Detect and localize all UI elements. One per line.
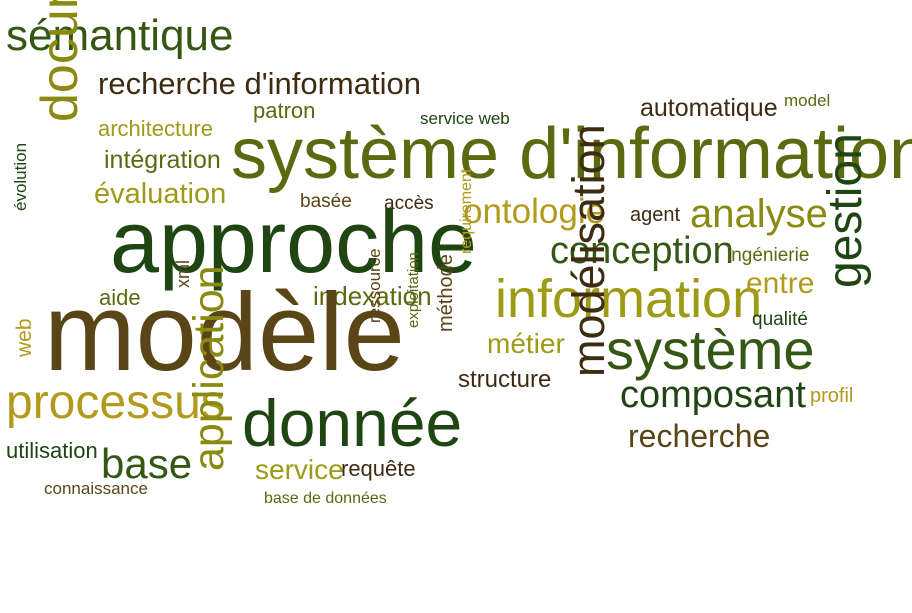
- word-information: information: [495, 269, 763, 329]
- word-composant: composant: [620, 374, 806, 416]
- word-application: application: [185, 265, 233, 471]
- word-base: base: [101, 440, 193, 487]
- word-conception: conception: [550, 230, 734, 272]
- word-aide: aide: [99, 285, 141, 310]
- word-architecture: architecture: [98, 116, 213, 141]
- word-structure: structure: [458, 366, 552, 393]
- word-requirement: requirement: [458, 168, 475, 254]
- word-connaissance: connaissance: [44, 479, 148, 498]
- word-ontologie: ontologie: [463, 192, 606, 231]
- word-metier: métier: [487, 328, 565, 359]
- word-ingenierie: ingénierie: [727, 245, 810, 266]
- word-evaluation: évaluation: [94, 178, 227, 210]
- word-evolution: évolution: [11, 142, 30, 211]
- word-recherche-information: recherche d'information: [98, 66, 421, 101]
- word-acces: accès: [384, 193, 434, 214]
- word-service: service: [255, 454, 344, 485]
- word-utilisation: utilisation: [6, 438, 98, 463]
- word-entre: entre: [746, 267, 815, 300]
- word-gestion: gestion: [819, 133, 872, 288]
- word-basee: basée: [300, 191, 352, 212]
- word-base-de-donnees: base de données: [264, 490, 387, 507]
- word-patron: patron: [253, 98, 316, 123]
- word-ressource: ressource: [365, 248, 384, 323]
- word-agent: agent: [630, 204, 681, 226]
- word-modele: modèle: [44, 271, 405, 394]
- word-profil: profil: [810, 385, 854, 407]
- word-modelisation: modélisation: [563, 124, 614, 377]
- word-exploitation: exploitation: [405, 252, 422, 328]
- word-web: web: [13, 318, 36, 357]
- word-semantique: sémantique: [6, 11, 234, 60]
- word-indexation: indexation: [313, 281, 432, 311]
- word-methode: méthode: [435, 254, 457, 332]
- word-integration: intégration: [104, 146, 221, 174]
- word-donnee: donnée: [242, 386, 463, 460]
- word-document: document: [31, 0, 89, 122]
- word-service-web: service web: [420, 109, 510, 128]
- word-systeme: système: [606, 318, 815, 381]
- word-model: model: [784, 91, 831, 110]
- word-processus: processus: [6, 376, 225, 429]
- word-qualite: qualité: [752, 309, 808, 330]
- word-systeme-information: système d'information: [231, 114, 912, 194]
- word-approche: approche: [110, 192, 477, 291]
- word-requete: requête: [341, 456, 416, 481]
- word-analyse: analyse: [690, 192, 828, 236]
- word-automatique: automatique: [640, 94, 778, 122]
- word-recherche: recherche: [628, 418, 771, 454]
